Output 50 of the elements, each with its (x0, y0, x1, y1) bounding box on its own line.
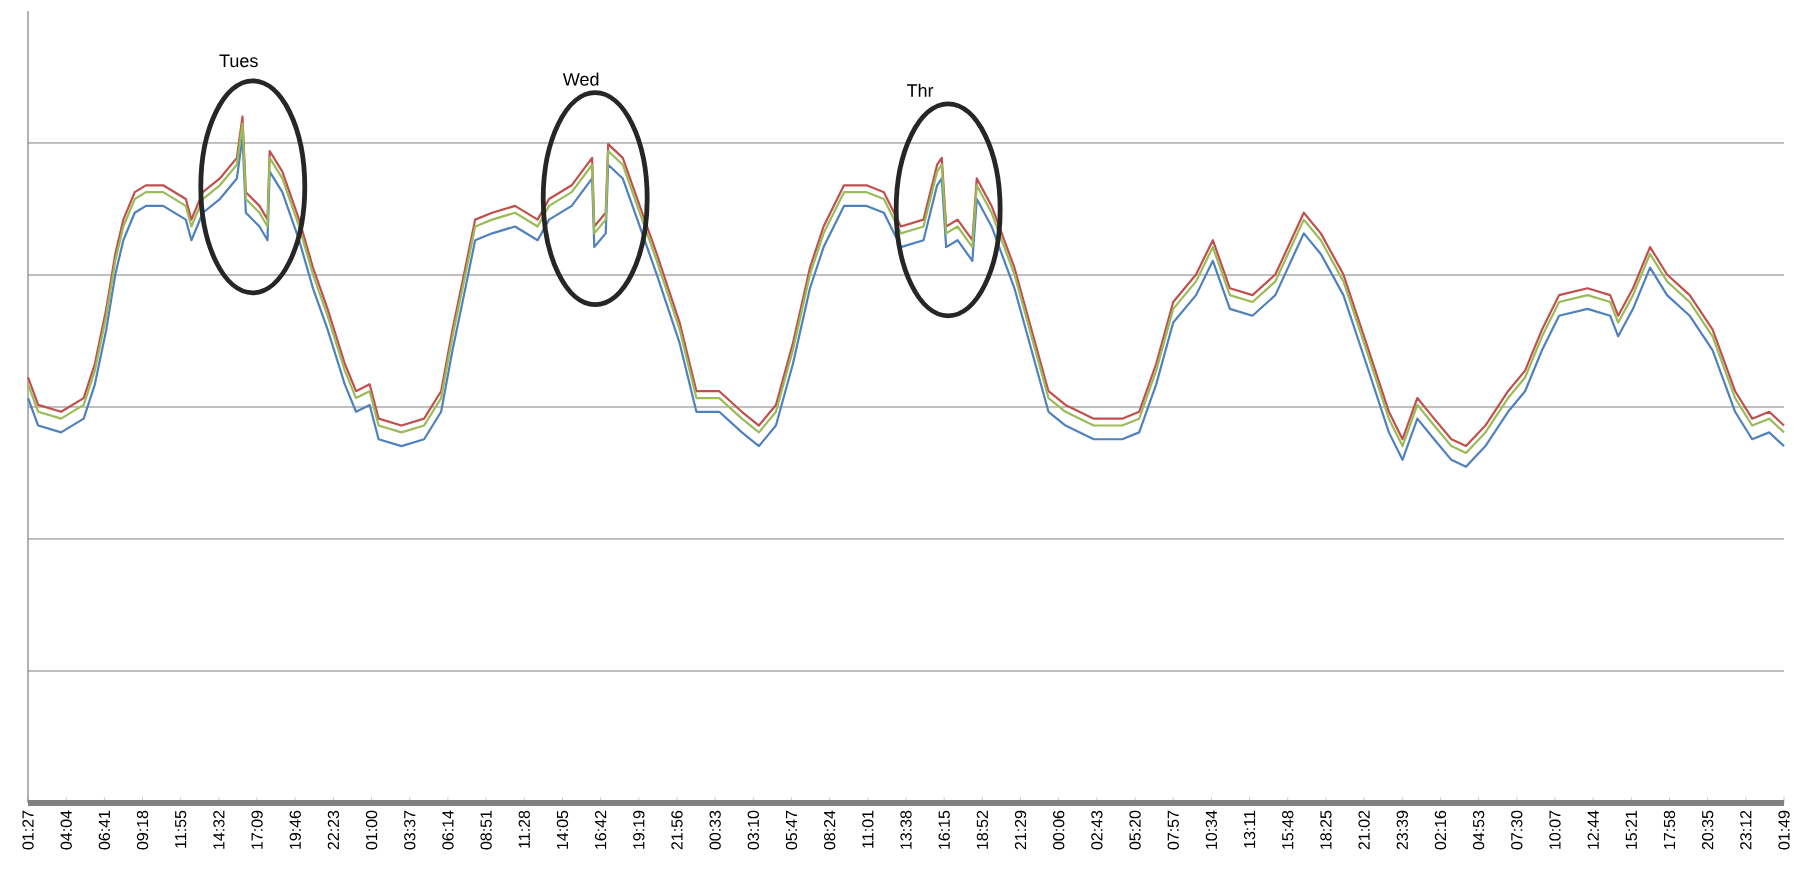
x-tick-label: 16:15 (938, 810, 950, 849)
x-tick-label: 18:52 (976, 810, 989, 849)
x-tick-label: 14:05 (556, 810, 569, 849)
x-tick-label: 21:29 (1014, 810, 1027, 850)
x-tick-label: 11:28 (518, 810, 530, 848)
x-tick-label: 07:57 (1167, 810, 1179, 850)
x-tick-label: 00:06 (1053, 810, 1065, 850)
x-tick-label: 08:51 (480, 810, 492, 850)
x-tick-label: 07:30 (1511, 810, 1523, 850)
x-tick-label: 17:58 (1663, 810, 1676, 849)
x-tick-label: 13:11 (1243, 810, 1256, 848)
x-tick-label: 03:10 (747, 810, 759, 850)
x-tick-label: 21:56 (671, 810, 683, 850)
x-tick-label: 05:20 (1129, 810, 1141, 850)
x-tick-label: 13:38 (900, 810, 912, 849)
x-tick-label: 19:46 (289, 810, 301, 849)
x-tick-label: 11:55 (175, 810, 187, 848)
x-tick-label: 01:27 (22, 810, 34, 850)
x-tick-label: 12:44 (1587, 810, 1599, 849)
x-tick-label: 16:42 (594, 810, 607, 849)
x-tick-label: 04:04 (60, 810, 72, 850)
x-tick-label: 10:07 (1549, 810, 1561, 849)
x-tick-label: 01:49 (1778, 810, 1790, 850)
text: Thr (906, 83, 934, 97)
x-tick-label: 21:02 (1358, 810, 1370, 850)
x-tick-label: 19:19 (633, 810, 645, 849)
x-tick-label: 00:33 (709, 810, 721, 850)
x-tick-label: 10:34 (1205, 810, 1218, 849)
text: Wed (562, 72, 599, 86)
x-tick-label: 03:37 (404, 810, 416, 850)
x-tick-label: 06:14 (442, 810, 454, 850)
text: Tues (219, 54, 258, 68)
x-tick-label: 11:01 (862, 810, 874, 848)
x-tick-label: 09:18 (136, 810, 149, 850)
x-tick-label: 06:41 (98, 810, 111, 850)
x-tick-label: 15:48 (1282, 810, 1294, 849)
x-tick-label: 23:39 (1396, 810, 1408, 850)
x-tick-label: 17:09 (251, 810, 263, 849)
x-tick-label: 01:00 (365, 810, 378, 850)
x-tick-label: 15:21 (1625, 810, 1637, 849)
x-tick-label: 23:12 (1740, 810, 1752, 850)
x-tick-label: 02:43 (1091, 810, 1103, 850)
x-tick-label: 14:32 (213, 810, 225, 849)
x-tick-label: 04:53 (1472, 810, 1485, 850)
x-tick-label: 02:16 (1434, 810, 1447, 850)
x-tick-label: 20:35 (1702, 810, 1714, 850)
x-tick-label: 18:25 (1320, 810, 1332, 849)
x-tick-label: 05:47 (785, 810, 798, 850)
x-tick-label: 08:24 (824, 810, 836, 850)
x-tick-label: 22:23 (327, 810, 340, 850)
